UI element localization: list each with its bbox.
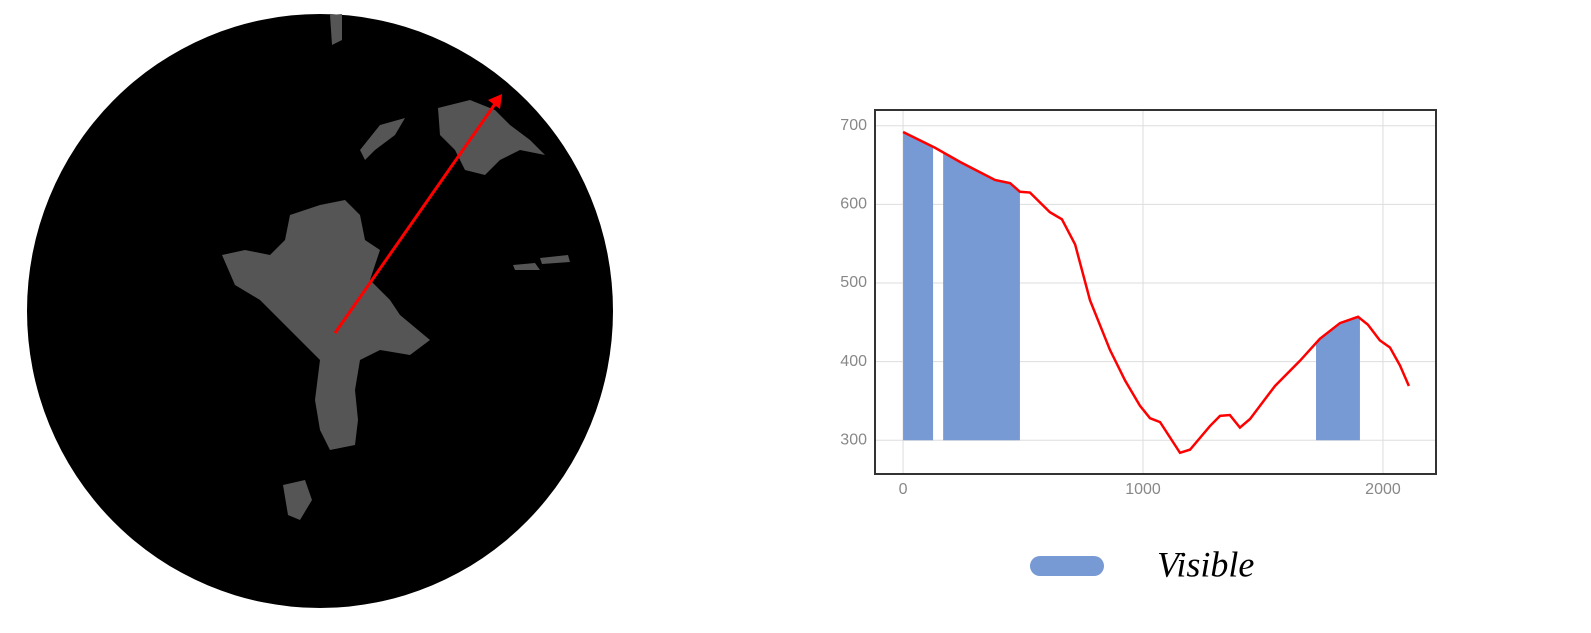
patch: [513, 263, 540, 270]
y-tick-label: 300: [840, 431, 867, 448]
patch: [222, 200, 430, 450]
patch: [540, 255, 570, 264]
x-tick-label: 0: [899, 481, 908, 498]
visible-area: [903, 132, 934, 441]
patch: [330, 14, 342, 45]
visible-area: [943, 152, 1020, 441]
legend-swatch: [1030, 556, 1104, 576]
x-tick-label: 2000: [1365, 481, 1401, 498]
elevation-line: [902, 130, 1411, 455]
viewshed-map: [27, 14, 613, 608]
y-tick-label: 700: [840, 117, 867, 134]
profile-chart: 300 400 500 600 700 0 1000 2000: [840, 109, 1437, 498]
y-tick-label: 600: [840, 196, 867, 213]
patch: [283, 480, 312, 520]
plot-frame: [874, 109, 1437, 475]
y-tick-label: 400: [840, 353, 867, 370]
visible-area: [1316, 316, 1360, 441]
patch: [438, 100, 545, 175]
legend-label: Visible: [1157, 544, 1254, 584]
visible-patches: [222, 14, 570, 520]
y-tick-label: 500: [840, 274, 867, 291]
patch: [360, 118, 405, 160]
arrow-head: [488, 94, 502, 109]
sight-line: [333, 103, 497, 334]
x-tick-label: 1000: [1125, 481, 1161, 498]
